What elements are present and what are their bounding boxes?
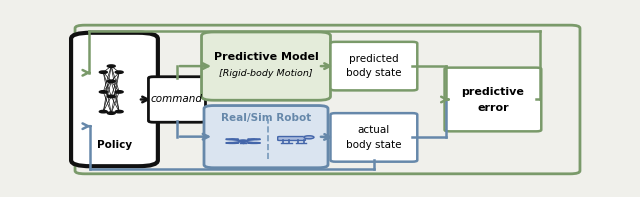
Text: Policy: Policy (97, 140, 132, 150)
Circle shape (99, 91, 108, 93)
Circle shape (108, 112, 115, 114)
Text: predictive: predictive (461, 87, 524, 97)
Circle shape (304, 136, 314, 139)
FancyBboxPatch shape (204, 106, 328, 168)
Text: [Rigid-body Motion]: [Rigid-body Motion] (219, 69, 313, 78)
Text: error: error (477, 103, 509, 113)
Text: command: command (151, 95, 203, 104)
Circle shape (115, 110, 123, 113)
FancyBboxPatch shape (202, 32, 330, 100)
Text: Predictive Model: Predictive Model (214, 52, 318, 62)
Text: actual: actual (358, 125, 390, 135)
Circle shape (108, 65, 115, 67)
Circle shape (108, 80, 115, 83)
FancyBboxPatch shape (148, 77, 205, 122)
Circle shape (99, 110, 108, 113)
FancyBboxPatch shape (75, 25, 580, 174)
Text: body state: body state (346, 140, 402, 150)
Circle shape (99, 71, 108, 73)
Circle shape (115, 71, 123, 73)
Circle shape (239, 140, 247, 142)
Circle shape (108, 95, 115, 98)
FancyBboxPatch shape (445, 68, 541, 131)
Text: predicted: predicted (349, 54, 399, 64)
Text: Real/Sim Robot: Real/Sim Robot (221, 112, 311, 123)
FancyBboxPatch shape (330, 42, 417, 90)
Circle shape (115, 91, 123, 93)
Text: body state: body state (346, 68, 402, 78)
FancyBboxPatch shape (330, 113, 417, 162)
FancyBboxPatch shape (71, 33, 158, 166)
FancyBboxPatch shape (278, 137, 305, 140)
